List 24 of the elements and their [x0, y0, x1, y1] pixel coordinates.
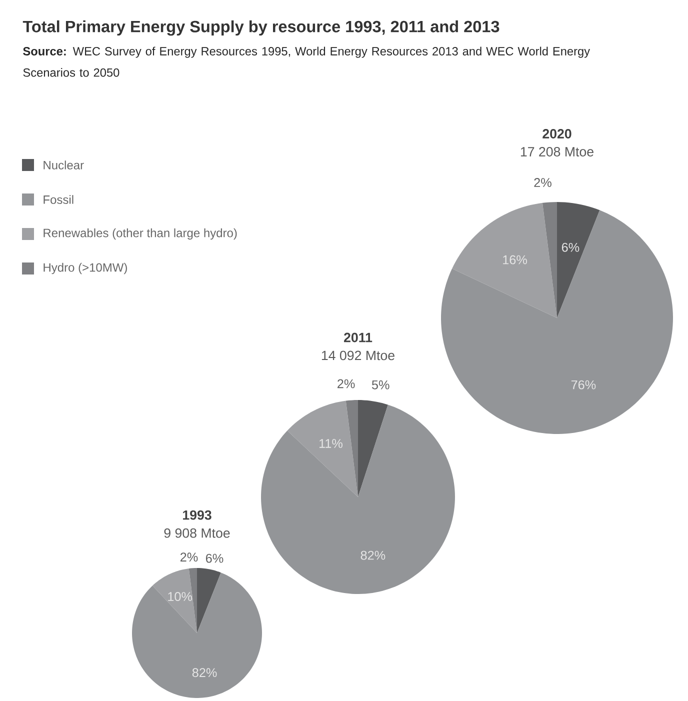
- data-label: 6%: [206, 554, 224, 563]
- legend-label: Nuclear: [44, 160, 84, 170]
- data-label: 5%: [372, 380, 390, 390]
- chart-subtitle: 14 092 Mtoe: [322, 350, 394, 360]
- text: Total Primary Energy Supply by resource 1993, 2011 and 2013: [22, 20, 500, 36]
- legend-label: Fossil: [44, 195, 74, 204]
- data-label: 76%: [571, 380, 596, 390]
- chart-title: 2020: [542, 129, 572, 138]
- data-label: 10%: [168, 592, 192, 602]
- chart-title: 2011: [344, 332, 372, 342]
- text: Source: WEC Survey of Energy Resources 1995, World Energy Resources 2013 and WEC World Energy Scenarios to 2050: [23, 46, 590, 77]
- text: 9 908 Mtoe: [164, 528, 230, 538]
- text: 1993: [183, 510, 212, 520]
- data-label: 82%: [192, 668, 217, 678]
- data-label: 6%: [562, 242, 580, 252]
- data-label: 2%: [534, 178, 552, 187]
- legend-label: Hydro (>10MW): [44, 262, 127, 274]
- data-label: 2%: [338, 379, 355, 388]
- data-label: 82%: [360, 550, 386, 560]
- legend-label: Renewables (other than large hydro): [44, 228, 237, 240]
- data-label: 11%: [319, 439, 342, 448]
- chart-subtitle: 17 208 Mtoe: [520, 147, 594, 156]
- data-label: 2%: [180, 552, 198, 562]
- data-label: 16%: [503, 255, 527, 264]
